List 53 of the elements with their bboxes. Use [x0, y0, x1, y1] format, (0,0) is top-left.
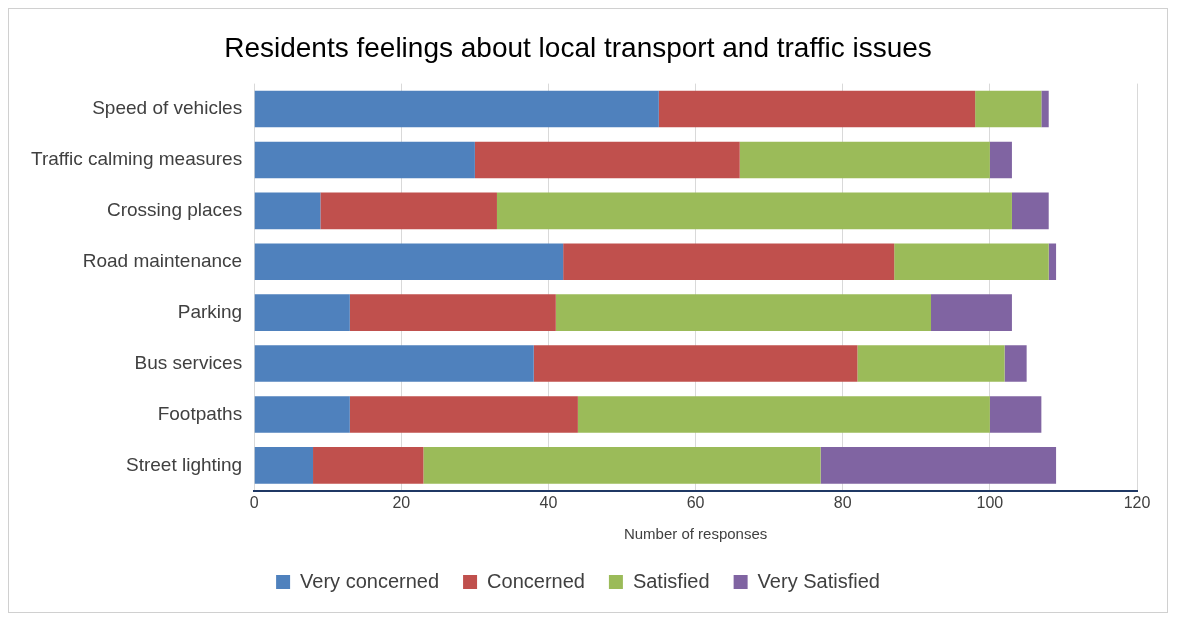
x-tick-label: 80: [833, 493, 852, 511]
chart-title: Residents feelings about local transport and traffic issues: [224, 31, 932, 63]
bar: [254, 141, 475, 179]
bar: [563, 243, 895, 281]
bar: [1004, 345, 1027, 382]
bar: [320, 192, 497, 230]
y-tick-label: Speed of vehicles: [92, 97, 243, 119]
bar: [423, 447, 821, 484]
legend-label: Concerned: [487, 569, 585, 592]
y-tick-label: Street lighting: [125, 453, 243, 475]
bar: [739, 141, 990, 179]
x-tick-label: 20: [392, 493, 411, 511]
x-tick-label: 120: [1123, 493, 1151, 511]
bar: [254, 396, 350, 433]
bar: [254, 90, 659, 128]
bar: [857, 345, 1005, 382]
bar: [989, 141, 1012, 179]
bar: [254, 192, 321, 230]
bar: [254, 294, 350, 331]
bar: [496, 192, 1012, 230]
bar: [349, 294, 556, 331]
bar: [254, 243, 564, 281]
y-tick-label: Traffic calming measures: [30, 148, 243, 170]
x-axis-title: Number of responses: [623, 525, 768, 543]
bar: [975, 90, 1042, 128]
x-tick-label: 0: [249, 493, 259, 511]
legend-label: Satisfied: [632, 569, 710, 592]
bar: [1048, 243, 1057, 281]
bar: [1011, 192, 1049, 230]
bar: [989, 396, 1042, 433]
y-tick-label: Parking: [177, 300, 243, 322]
legend-label: Very Satisfied: [757, 569, 880, 592]
bar: [658, 90, 976, 128]
legend-label: Very concerned: [300, 569, 440, 592]
bar: [313, 447, 424, 484]
bar: [254, 447, 314, 484]
bar: [533, 345, 858, 382]
bar: [820, 447, 1057, 484]
y-tick-label: Road maintenance: [82, 249, 243, 271]
y-tick-label: Footpaths: [157, 402, 243, 424]
bar: [1041, 90, 1049, 128]
bar: [931, 294, 1012, 331]
bar: [474, 141, 740, 179]
bar: [577, 396, 990, 433]
x-tick-label: 40: [539, 493, 558, 511]
x-tick-label: 100: [976, 493, 1004, 511]
bar: [254, 345, 534, 382]
x-tick-label: 60: [686, 493, 705, 511]
y-tick-label: Crossing places: [107, 199, 243, 221]
bar: [555, 294, 932, 331]
y-tick-label: Bus services: [134, 351, 243, 373]
bar: [349, 396, 578, 433]
bar: [894, 243, 1049, 281]
